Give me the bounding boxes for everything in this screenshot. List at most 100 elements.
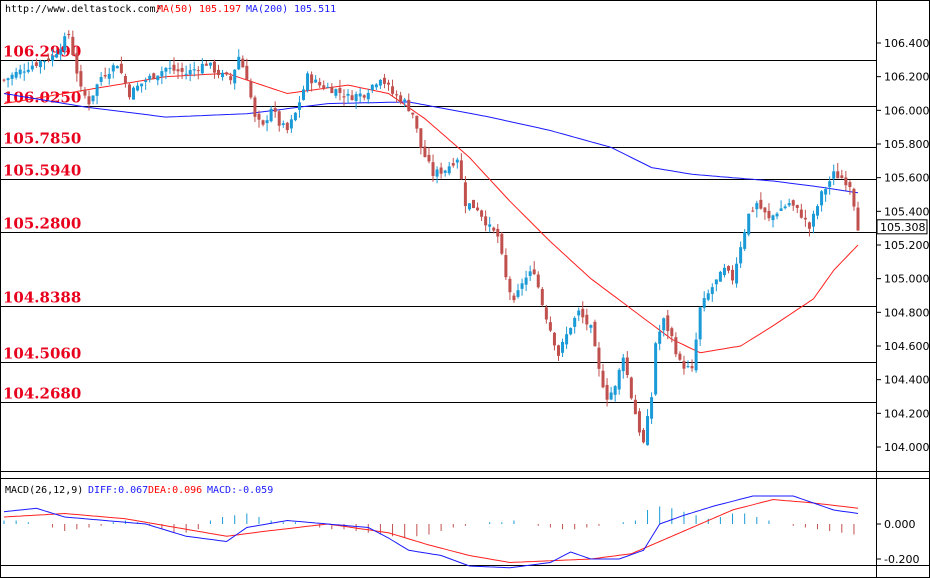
candle-body [443, 170, 447, 173]
candle-body [467, 203, 471, 210]
last-price-value: 105.308 [880, 221, 926, 234]
candle-body [431, 162, 435, 176]
candle-body [314, 79, 318, 83]
price-tick-label-10: 106.000 [884, 104, 930, 117]
candle-body [318, 81, 322, 86]
candle-body [803, 217, 807, 220]
level-label-3: 105.5940 [3, 162, 81, 180]
candle-body [848, 182, 852, 188]
candle-body [285, 122, 289, 131]
candle-body [358, 93, 362, 97]
candle-body [237, 56, 241, 70]
candle-body [427, 154, 431, 162]
candle-body [51, 55, 55, 62]
candle-body [395, 94, 399, 96]
candle-body [34, 62, 38, 66]
candle-body [561, 342, 565, 353]
candle-body [585, 314, 589, 325]
candle-body [597, 347, 601, 369]
candle-body [127, 84, 131, 98]
candle-body [480, 210, 484, 217]
candle-body [451, 163, 455, 166]
candle-body [184, 73, 188, 75]
candle-body [556, 345, 560, 356]
candle-body [811, 213, 815, 227]
level-label-6: 104.5060 [3, 345, 81, 363]
macd-tick-label-1: -0.200 [884, 553, 919, 566]
candle-body [807, 222, 811, 229]
header-ma200-label: MA(200) [246, 4, 288, 15]
last-price-tag [876, 219, 928, 235]
candle-body [38, 61, 42, 68]
price-tick-label-9: 105.800 [884, 138, 930, 151]
candle-body [706, 293, 710, 300]
candle-body [463, 182, 467, 206]
candle-body [577, 310, 581, 316]
candle-body [751, 210, 755, 212]
candle-body [269, 108, 273, 122]
candle-body [265, 120, 269, 124]
candle-body [690, 366, 694, 369]
candle-body [791, 200, 795, 206]
candle-body [152, 73, 156, 79]
candle-body [330, 86, 334, 94]
candle-body [759, 199, 763, 209]
candle-body [160, 71, 164, 77]
candle-body [682, 361, 686, 369]
candle-body [471, 199, 475, 209]
candle-body [516, 290, 520, 297]
candle-body [176, 69, 180, 72]
candle-body [293, 112, 297, 121]
candle-body [698, 307, 702, 340]
candle-body [581, 308, 585, 318]
candle-body [763, 207, 767, 213]
level-label-4: 105.2800 [3, 215, 81, 233]
candle-body [281, 123, 285, 125]
candle-body [378, 79, 382, 86]
candle-body [212, 61, 216, 73]
candle-body [484, 216, 488, 226]
price-tick-label-2: 104.400 [884, 374, 930, 387]
candle-body [14, 71, 18, 78]
candle-body [200, 63, 204, 74]
price-tick-label-0: 104.000 [884, 441, 930, 454]
candle-body [42, 61, 46, 63]
candle-body [528, 271, 532, 276]
candle-body [520, 283, 524, 289]
candle-body [508, 278, 512, 293]
candle-body [144, 80, 148, 82]
candle-body [10, 74, 14, 79]
candle-body [633, 399, 637, 415]
candle-body [686, 366, 690, 368]
candle-body [302, 89, 306, 100]
candle-body [30, 65, 34, 70]
candle-body [346, 93, 350, 96]
candle-body [164, 68, 168, 72]
candle-body [111, 65, 115, 72]
candle-body [439, 167, 443, 174]
candle-body [593, 321, 597, 347]
candle-body [621, 357, 625, 372]
candle-body [387, 82, 391, 85]
candle-body [678, 353, 682, 360]
candle-body [492, 227, 496, 231]
candle-body [148, 75, 152, 80]
candle-body [326, 86, 330, 88]
candle-body [249, 81, 253, 98]
candle-body [136, 85, 140, 91]
macd-diff-line [3, 495, 859, 569]
support-resistance-levels: 106.2990106.0250105.7850105.5940105.2800… [0, 43, 876, 403]
candle-body [366, 93, 370, 100]
candle-body [241, 58, 245, 68]
candle-body [795, 204, 799, 208]
candle-body [399, 95, 403, 103]
candle-body [743, 232, 747, 249]
candle-body [297, 102, 301, 110]
candle-body [771, 215, 775, 221]
candle-body [306, 73, 310, 91]
candle-body [334, 89, 338, 96]
price-axis: 104.000 104.200 104.400 104.600 104.800 105.0… [876, 37, 930, 454]
price-tick-label-12: 106.400 [884, 37, 930, 50]
candle-body [617, 369, 621, 390]
candle-body [91, 95, 95, 102]
